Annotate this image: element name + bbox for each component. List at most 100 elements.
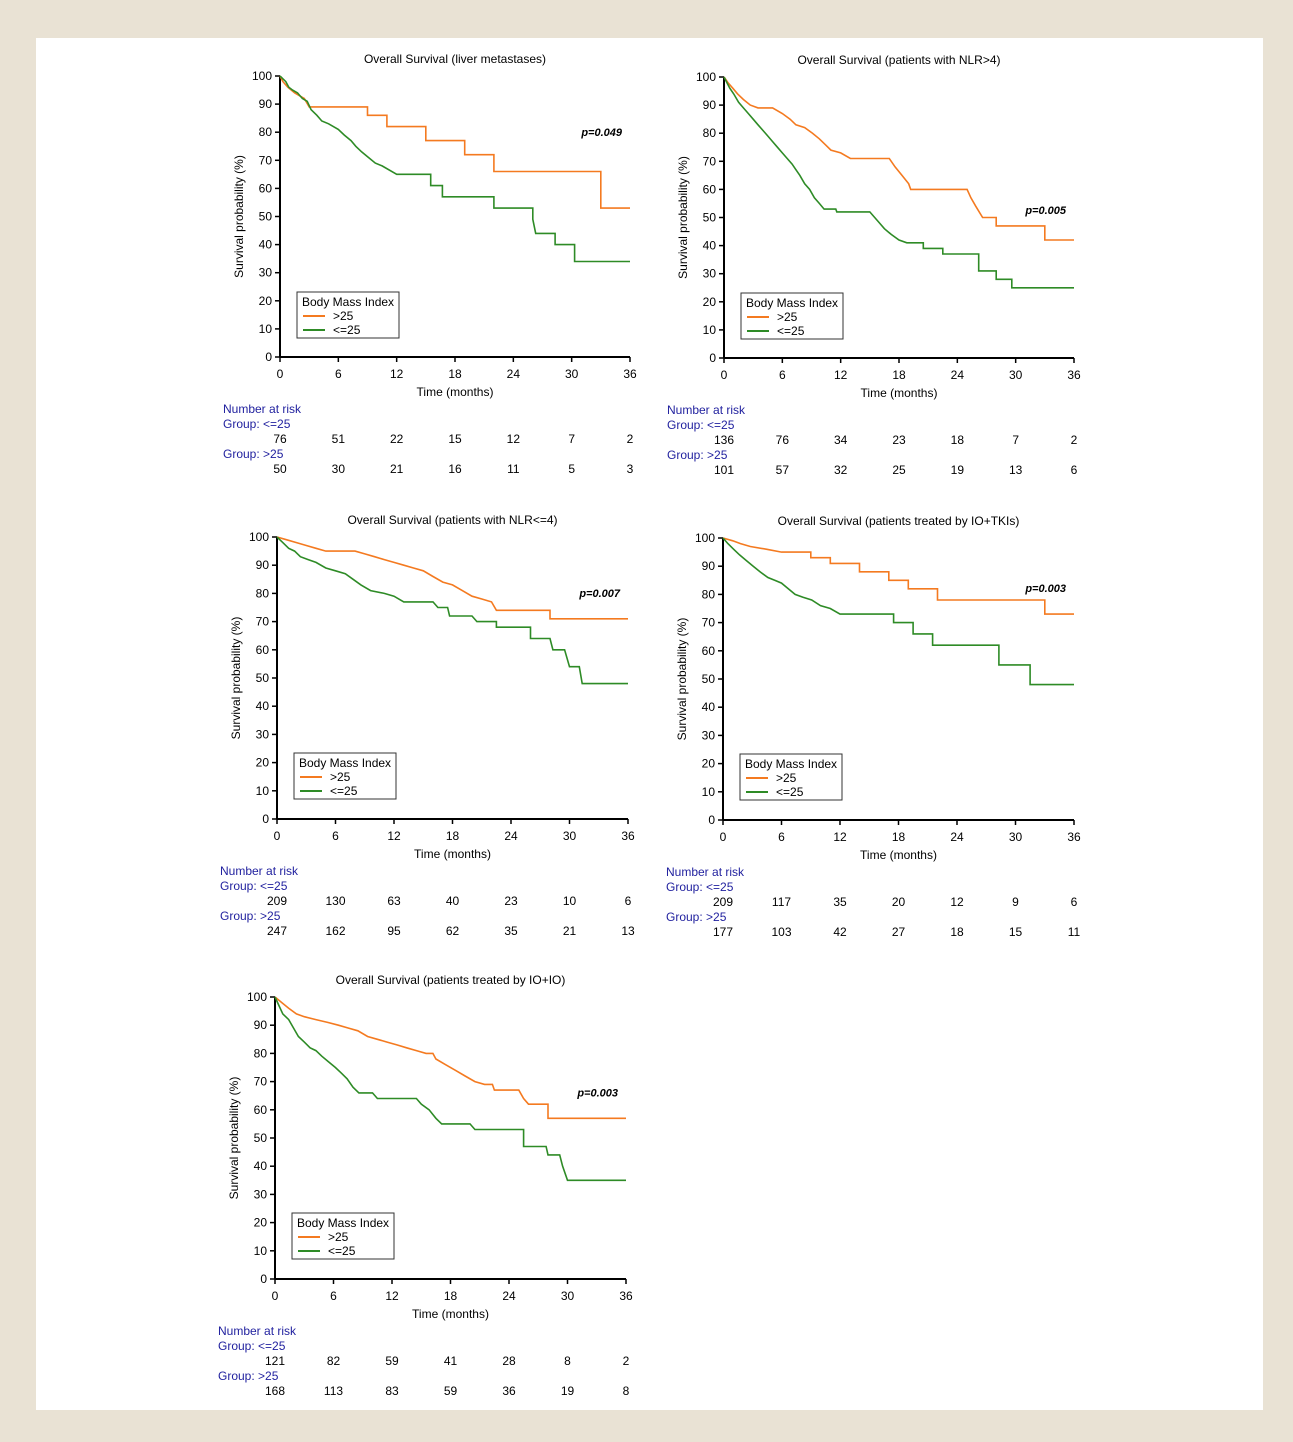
- y-tick-label: 20: [702, 757, 716, 771]
- risk-count: 113: [324, 1384, 343, 1398]
- y-tick-label: 90: [256, 558, 270, 572]
- x-tick-label: 36: [619, 1289, 633, 1303]
- x-tick-label: 24: [951, 368, 965, 382]
- risk-group-label: Group: <=25: [223, 417, 291, 431]
- survival-figure: Overall Survival (liver metastases)01020…: [218, 52, 1081, 1398]
- risk-count: 103: [771, 925, 791, 939]
- risk-count: 25: [892, 463, 906, 477]
- risk-count: 8: [564, 1354, 571, 1368]
- risk-count: 6: [1071, 895, 1078, 909]
- risk-table-title: Number at risk: [220, 864, 299, 878]
- chart-title: Overall Survival (patients with NLR>4): [797, 53, 1000, 67]
- y-tick-label: 70: [702, 616, 716, 630]
- y-tick-label: 50: [256, 671, 270, 685]
- risk-count: 40: [446, 894, 460, 908]
- risk-count: 11: [1068, 925, 1081, 939]
- y-tick-label: 50: [703, 211, 717, 225]
- y-tick-label: 40: [256, 699, 270, 713]
- y-tick-label: 100: [249, 530, 269, 544]
- km-panel-1: Overall Survival (liver metastases)01020…: [223, 52, 637, 476]
- risk-count: 12: [507, 432, 521, 446]
- y-tick-label: 80: [254, 1046, 268, 1060]
- risk-count: 23: [504, 894, 518, 908]
- risk-count: 162: [325, 924, 345, 938]
- x-tick-label: 30: [1009, 368, 1023, 382]
- risk-group-label: Group: <=25: [218, 1339, 286, 1353]
- risk-count: 32: [834, 463, 848, 477]
- figure-sheet: Overall Survival (liver metastases) 0 10 20…: [36, 38, 1263, 1410]
- km-panel-5: Overall Survival (patients treated by IO…: [218, 973, 633, 1398]
- x-axis-label: Time (months): [414, 847, 491, 861]
- y-tick-label: 50: [702, 672, 716, 686]
- risk-count: 7: [568, 432, 575, 446]
- legend-title: Body Mass Index: [302, 295, 394, 309]
- survival-curve-bmi-gt25: [274, 996, 626, 1120]
- x-tick-label: 30: [563, 829, 577, 843]
- y-tick-label: 60: [256, 643, 270, 657]
- risk-count: 2: [623, 1354, 630, 1368]
- risk-count: 18: [951, 433, 965, 447]
- risk-count: 136: [714, 433, 734, 447]
- risk-count: 30: [332, 462, 346, 476]
- risk-count: 130: [325, 894, 345, 908]
- y-tick-label: 90: [259, 97, 273, 111]
- y-tick-label: 60: [254, 1103, 268, 1117]
- y-axis-label: Survival probability (%): [229, 617, 243, 740]
- legend-entry: >25: [328, 1230, 349, 1244]
- p-value-label: p=0.005: [1024, 205, 1067, 217]
- risk-count: 22: [390, 432, 404, 446]
- risk-count: 101: [714, 463, 734, 477]
- risk-count: 18: [950, 925, 964, 939]
- survival-curve-bmi-le25: [722, 537, 1074, 686]
- legend-entry: >25: [333, 309, 354, 323]
- risk-count: 20: [892, 895, 906, 909]
- risk-count: 209: [713, 895, 733, 909]
- x-tick-label: 36: [1067, 830, 1081, 844]
- risk-count: 5: [568, 462, 575, 476]
- y-tick-label: 100: [696, 70, 716, 84]
- y-tick-label: 10: [259, 322, 273, 336]
- survival-curve-bmi-le25: [723, 76, 1074, 289]
- p-value-label: p=0.007: [578, 588, 621, 600]
- x-tick-label: 0: [274, 829, 281, 843]
- x-tick-label: 6: [778, 830, 785, 844]
- p-value-label: p=0.003: [576, 1087, 618, 1099]
- risk-count: 76: [776, 433, 790, 447]
- chart-title: Overall Survival (liver metastases): [364, 52, 546, 66]
- y-tick-label: 40: [254, 1159, 268, 1173]
- risk-count: 9: [1012, 895, 1019, 909]
- survival-curve-bmi-le25: [276, 536, 628, 685]
- risk-count: 3: [627, 462, 634, 476]
- y-tick-label: 70: [256, 615, 270, 629]
- risk-group-label: Group: >25: [667, 448, 728, 462]
- km-panel-3: Overall Survival (patients with NLR<=4) 0…: [220, 513, 635, 938]
- risk-count: 21: [563, 924, 577, 938]
- y-tick-label: 30: [254, 1187, 268, 1201]
- risk-count: 42: [833, 925, 847, 939]
- x-tick-label: 18: [444, 1289, 458, 1303]
- y-tick-label: 100: [252, 69, 272, 83]
- risk-count: 10: [563, 894, 577, 908]
- risk-count: 63: [387, 894, 401, 908]
- risk-count: 15: [1009, 925, 1023, 939]
- y-tick-label: 70: [254, 1075, 268, 1089]
- risk-group-label: Group: >25: [666, 910, 727, 924]
- y-tick-label: 10: [702, 785, 716, 799]
- x-tick-label: 30: [561, 1289, 575, 1303]
- y-tick-label: 40: [703, 239, 717, 253]
- y-tick-label: 20: [703, 295, 717, 309]
- risk-table-title: Number at risk: [223, 402, 302, 416]
- legend-entry: <=25: [333, 323, 361, 337]
- risk-count: 2: [627, 432, 634, 446]
- x-tick-label: 18: [892, 368, 906, 382]
- y-axis-label: Survival probability (%): [676, 156, 690, 279]
- x-tick-label: 0: [720, 830, 727, 844]
- risk-group-label: Group: <=25: [666, 880, 734, 894]
- x-tick-label: 12: [385, 1289, 399, 1303]
- risk-count: 247: [267, 924, 287, 938]
- x-tick-label: 6: [330, 1289, 337, 1303]
- risk-count: 7: [1012, 433, 1019, 447]
- y-tick-label: 90: [254, 1018, 268, 1032]
- risk-table-title: Number at risk: [218, 1324, 297, 1338]
- risk-group-label: Group: <=25: [220, 879, 288, 893]
